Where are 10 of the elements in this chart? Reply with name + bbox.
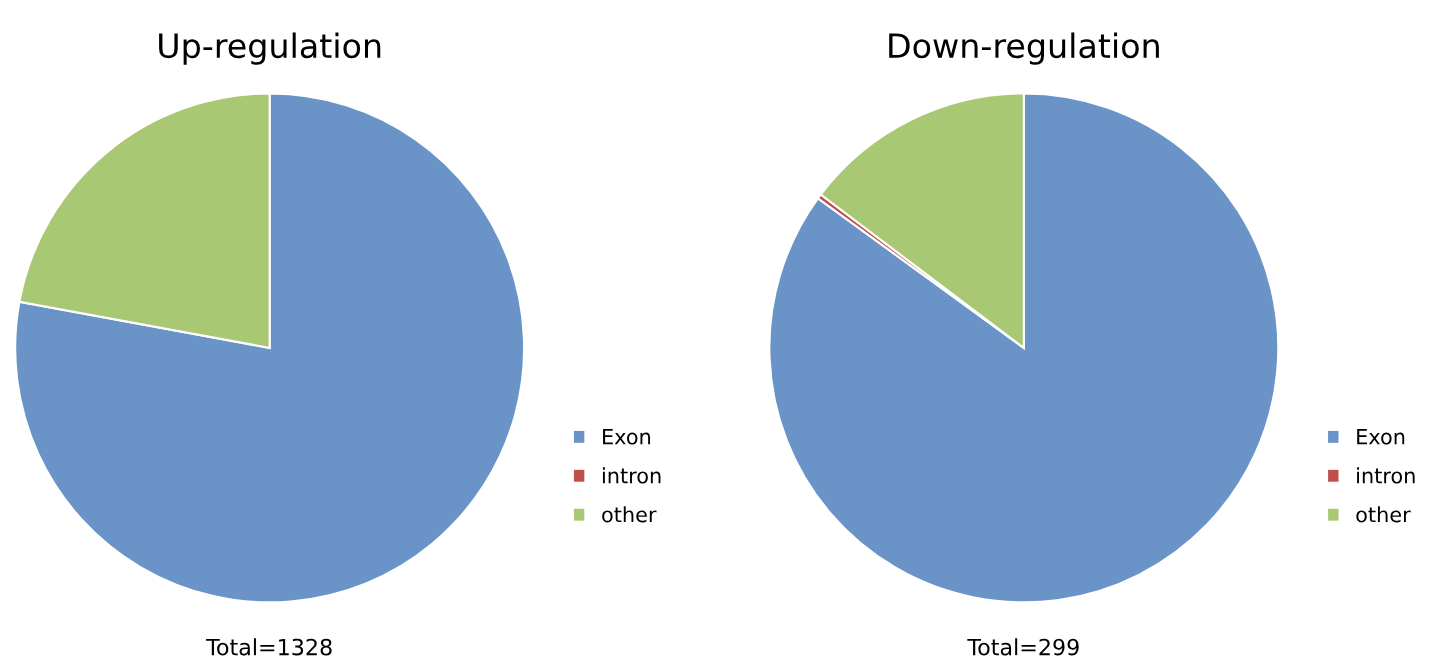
chart-title: Up-regulation (159, 32, 381, 65)
legend-label: Exon (603, 429, 651, 445)
chart-title: Down-regulation (889, 32, 1159, 65)
legend-label: other (602, 506, 657, 523)
legend-label: Exon (1357, 429, 1405, 445)
legend-label: other (1356, 506, 1411, 523)
legend-label: intron (1357, 467, 1415, 484)
text: Total=299 (967, 638, 1079, 656)
text: Total=1328 (206, 638, 332, 656)
legend-label: intron (602, 467, 661, 484)
